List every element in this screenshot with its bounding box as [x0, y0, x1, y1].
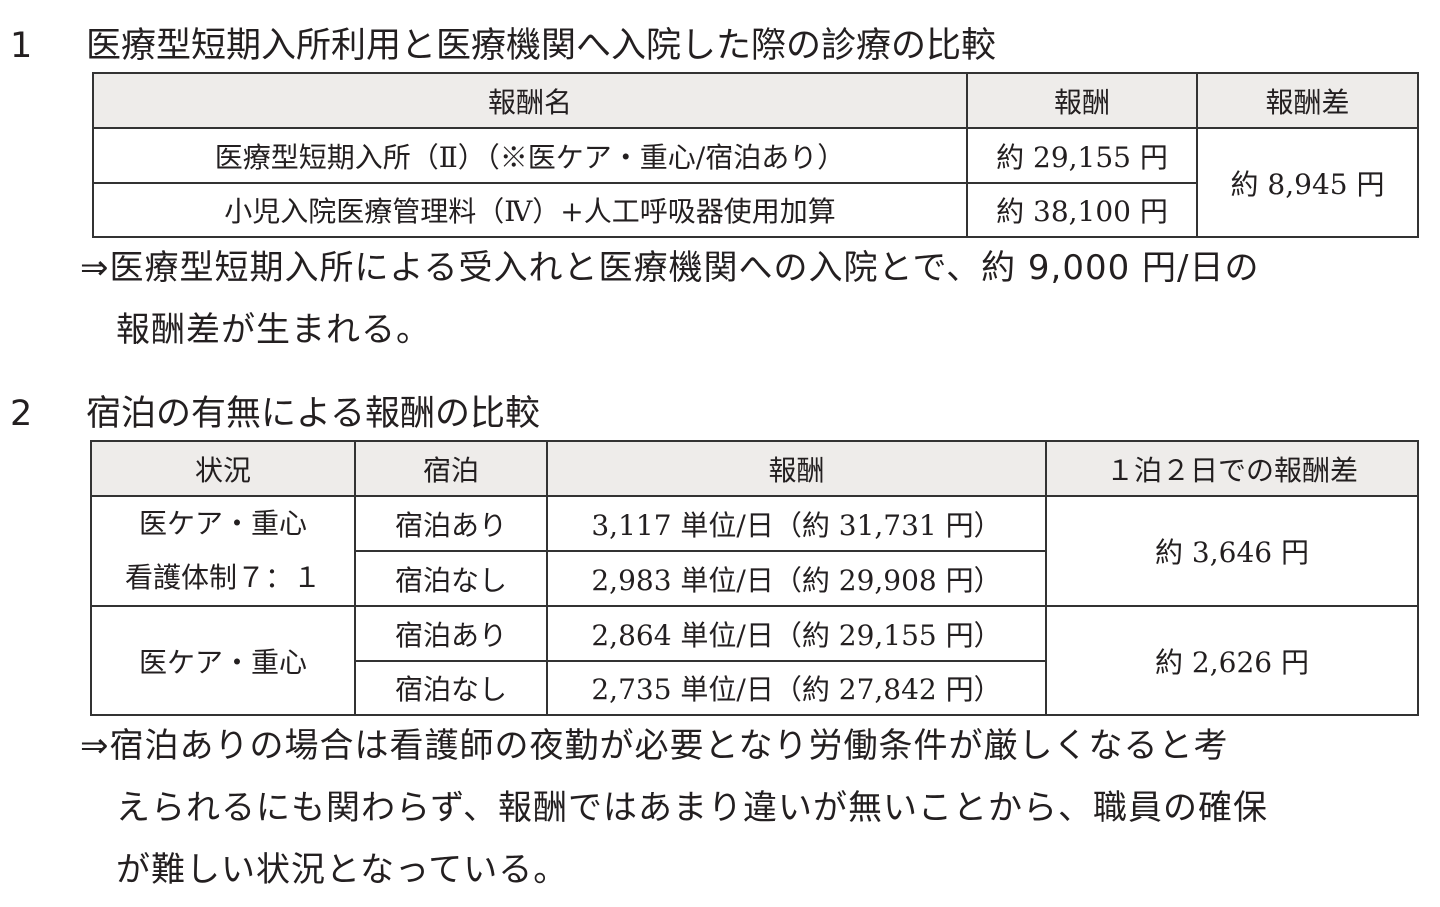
table-row: 小児入院医療管理料（Ⅳ）+人工呼吸器使用加算 約 38,100 円: [92, 182, 1418, 238]
table-row: 医ケア・重心 看護体制７：１ 宿泊あり 3,117 単位/日（約 31,731 …: [90, 495, 1419, 607]
section1-number: 1: [10, 26, 33, 66]
section2-number: 2: [10, 394, 33, 434]
stay: 宿泊なし: [354, 660, 548, 716]
fee-difference: 約 8,945 円: [1196, 127, 1419, 238]
situation: 医ケア・重心: [90, 605, 356, 716]
section1-note-line1: ⇒医療型短期入所による受入れと医療機関への入院とで、約 9,000 円/日の: [80, 248, 1260, 288]
stay: 宿泊あり: [354, 605, 548, 662]
stay: 宿泊なし: [354, 550, 548, 607]
table-row: 宿泊なし 2,983 単位/日（約 29,908 円）: [91, 550, 1418, 607]
section1-table: 報酬名 報酬 報酬差 医療型短期入所（Ⅱ）（※医ケア・重心/宿泊あり） 約 29…: [92, 72, 1419, 238]
section2-note-line2: えられるにも関わらず、報酬ではあまり違いが無いことから、職員の確保: [116, 788, 1268, 828]
situation-line: 看護体制７：１: [124, 561, 321, 594]
header-difference: 報酬差: [1196, 72, 1419, 129]
difference: 約 2,626 円: [1045, 605, 1419, 716]
situation: 医ケア・重心 看護体制７：１: [90, 495, 356, 607]
table-row: 医療型短期入所（Ⅱ）（※医ケア・重心/宿泊あり） 約 29,155 円 約 8,…: [92, 127, 1419, 238]
header-stay: 宿泊: [354, 440, 548, 497]
section1-title: 医療型短期入所利用と医療機関へ入院した際の診療の比較: [86, 26, 997, 66]
difference: 約 3,646 円: [1045, 495, 1419, 607]
section1-note-line2: 報酬差が生まれる。: [116, 310, 431, 350]
fee-name: 小児入院医療管理料（Ⅳ）+人工呼吸器使用加算: [92, 182, 968, 238]
header-difference: １泊２日での報酬差: [1045, 440, 1419, 497]
fee-value: 約 29,155 円: [966, 127, 1198, 184]
header-fee: 報酬: [966, 72, 1198, 129]
section2-table: 状況 宿泊 報酬 １泊２日での報酬差 医ケア・重心 看護体制７：１ 宿泊あり 3…: [90, 440, 1419, 716]
fee-name: 医療型短期入所（Ⅱ）（※医ケア・重心/宿泊あり）: [92, 127, 968, 184]
header-situation: 状況: [90, 440, 356, 497]
fee: 2,735 単位/日（約 27,842 円）: [546, 660, 1047, 716]
fee: 2,983 単位/日（約 29,908 円）: [546, 550, 1047, 607]
header-fee-name: 報酬名: [92, 72, 968, 129]
header-fee: 報酬: [546, 440, 1047, 497]
table-row: 医ケア・重心 宿泊あり 2,864 単位/日（約 29,155 円） 約 2,6…: [90, 605, 1419, 716]
section2-title: 宿泊の有無による報酬の比較: [86, 394, 540, 434]
table-row: 宿泊なし 2,735 単位/日（約 27,842 円）: [91, 660, 1418, 716]
section2-note-line1: ⇒宿泊ありの場合は看護師の夜勤が必要となり労働条件が厳しくなると考: [80, 726, 1229, 766]
fee: 2,864 単位/日（約 29,155 円）: [546, 605, 1047, 662]
situation-line: 医ケア・重心: [138, 507, 307, 540]
section2-note-line3: が難しい状況となっている。: [116, 850, 569, 890]
fee-value: 約 38,100 円: [966, 182, 1198, 238]
stay: 宿泊あり: [354, 495, 548, 552]
fee: 3,117 単位/日（約 31,731 円）: [546, 495, 1047, 552]
